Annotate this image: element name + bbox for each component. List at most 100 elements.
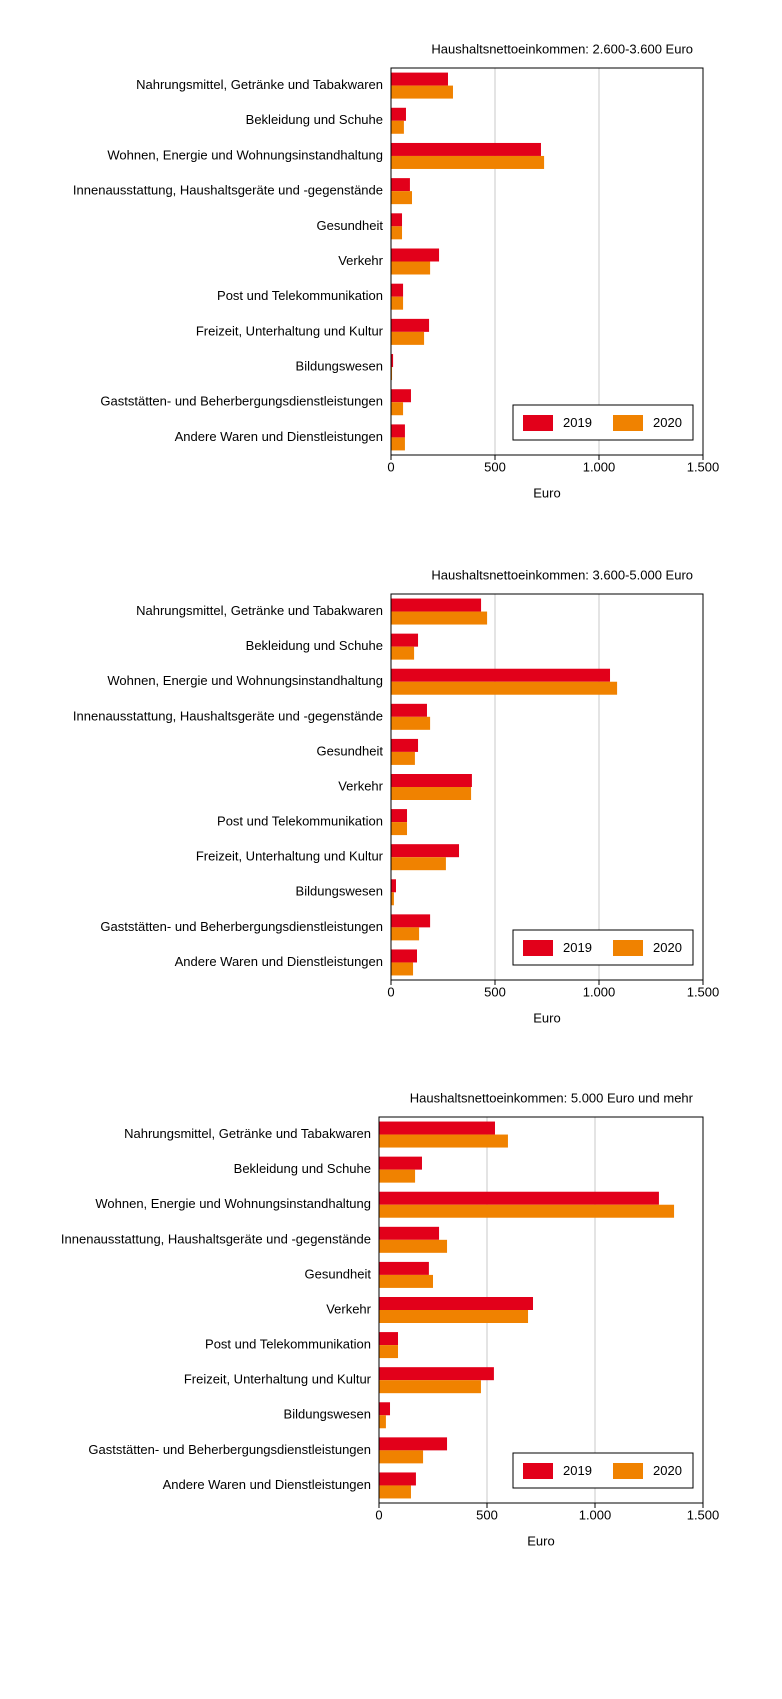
- bar: [391, 809, 408, 823]
- bar: [379, 1345, 399, 1359]
- category-label: Verkehr: [326, 1301, 371, 1316]
- bar: [391, 191, 413, 205]
- category-label: Gesundheit: [317, 743, 384, 758]
- bar: [379, 1274, 433, 1288]
- bar: [391, 844, 460, 858]
- bar: [379, 1437, 448, 1451]
- bar: [379, 1261, 429, 1275]
- x-axis-title: Euro: [533, 485, 560, 500]
- bar: [391, 668, 611, 682]
- bar: [391, 962, 414, 976]
- legend-swatch: [523, 1463, 553, 1479]
- legend-swatch: [613, 1463, 643, 1479]
- legend-box: [512, 404, 694, 441]
- bar: [379, 1332, 399, 1346]
- category-label: Bekleidung und Schuhe: [246, 638, 383, 653]
- bar: [379, 1156, 422, 1170]
- bar: [391, 296, 404, 310]
- x-tick-label: 500: [484, 459, 506, 474]
- bar: [391, 424, 405, 438]
- category-label: Post und Telekommunikation: [217, 288, 383, 303]
- bar: [391, 85, 453, 99]
- bar: [391, 226, 403, 240]
- bar: [391, 774, 472, 787]
- category-label: Post und Telekommunikation: [205, 1337, 371, 1352]
- x-tick-label: 500: [476, 1507, 498, 1522]
- bar: [391, 142, 541, 156]
- bar: [391, 822, 408, 836]
- category-label: Wohnen, Energie und Wohnungsinstandhaltu…: [95, 1196, 371, 1211]
- bar: [379, 1239, 448, 1253]
- category-label: Bekleidung und Schuhe: [246, 112, 383, 127]
- category-label: Innenausstattung, Haushaltsgeräte und -g…: [61, 1231, 371, 1246]
- bar: [391, 261, 431, 275]
- legend-label: 2019: [563, 940, 592, 955]
- bar: [391, 389, 411, 403]
- legend-swatch: [613, 415, 643, 431]
- bar: [391, 178, 410, 192]
- bar: [391, 248, 440, 262]
- category-label: Bildungswesen: [296, 358, 383, 373]
- bar: [391, 787, 472, 800]
- category-label: Nahrungsmittel, Getränke und Tabakwaren: [124, 1126, 371, 1141]
- legend-label: 2019: [563, 415, 592, 430]
- x-tick-label: 1.500: [687, 459, 720, 474]
- legend-label: 2019: [563, 1463, 592, 1478]
- bar: [391, 155, 545, 169]
- bar: [391, 611, 488, 625]
- x-tick-label: 1.500: [687, 984, 720, 999]
- bar: [391, 646, 415, 660]
- category-label: Bildungswesen: [296, 884, 383, 899]
- category-label: Andere Waren und Dienstleistungen: [175, 429, 383, 444]
- category-label: Bekleidung und Schuhe: [234, 1161, 371, 1176]
- legend-label: 2020: [653, 1463, 682, 1478]
- legend-swatch: [523, 415, 553, 431]
- bar: [391, 633, 419, 647]
- bar: [379, 1226, 440, 1240]
- bar: [391, 879, 396, 893]
- bar: [391, 367, 393, 381]
- bar: [391, 402, 404, 416]
- bar: [391, 72, 448, 86]
- category-label: Gesundheit: [317, 218, 384, 233]
- bar: [391, 107, 406, 121]
- category-label: Andere Waren und Dienstleistungen: [175, 954, 383, 969]
- bar: [391, 331, 425, 345]
- bar: [379, 1310, 529, 1323]
- bar: [391, 892, 394, 906]
- bar: [391, 437, 405, 451]
- category-label: Gaststätten- und Beherbergungsdienstleis…: [88, 1442, 371, 1457]
- bar: [391, 681, 618, 695]
- category-label: Freizeit, Unterhaltung und Kultur: [196, 849, 384, 864]
- category-label: Verkehr: [338, 778, 383, 793]
- x-axis-title: Euro: [527, 1533, 554, 1548]
- x-tick-label: 1.000: [583, 459, 616, 474]
- x-tick-label: 1.000: [583, 984, 616, 999]
- category-label: Bildungswesen: [284, 1407, 371, 1422]
- chart-title: Haushaltsnettoeinkommen: 2.600-3.600 Eur…: [431, 41, 693, 56]
- category-label: Innenausstattung, Haushaltsgeräte und -g…: [73, 708, 383, 723]
- category-label: Gaststätten- und Beherbergungsdienstleis…: [100, 919, 383, 934]
- bar: [391, 318, 430, 332]
- x-tick-label: 500: [484, 984, 506, 999]
- x-tick-label: 1.500: [687, 1507, 720, 1522]
- chart-title: Haushaltsnettoeinkommen: 3.600-5.000 Eur…: [431, 567, 693, 582]
- plot-frame: [378, 1116, 704, 1504]
- x-tick-label: 0: [387, 459, 394, 474]
- category-label: Wohnen, Energie und Wohnungsinstandhaltu…: [107, 147, 383, 162]
- bar: [379, 1485, 411, 1499]
- bar: [379, 1415, 386, 1429]
- bar: [391, 914, 431, 928]
- bar: [391, 703, 427, 717]
- category-label: Wohnen, Energie und Wohnungsinstandhaltu…: [107, 673, 383, 688]
- bar: [391, 949, 417, 963]
- bar: [391, 213, 403, 227]
- plot-frame: [390, 593, 704, 981]
- bar: [379, 1134, 508, 1148]
- x-axis-title: Euro: [533, 1010, 560, 1025]
- bar: [391, 120, 404, 134]
- category-label: Freizeit, Unterhaltung und Kultur: [184, 1372, 372, 1387]
- bar: [379, 1402, 391, 1416]
- bar: [391, 598, 482, 612]
